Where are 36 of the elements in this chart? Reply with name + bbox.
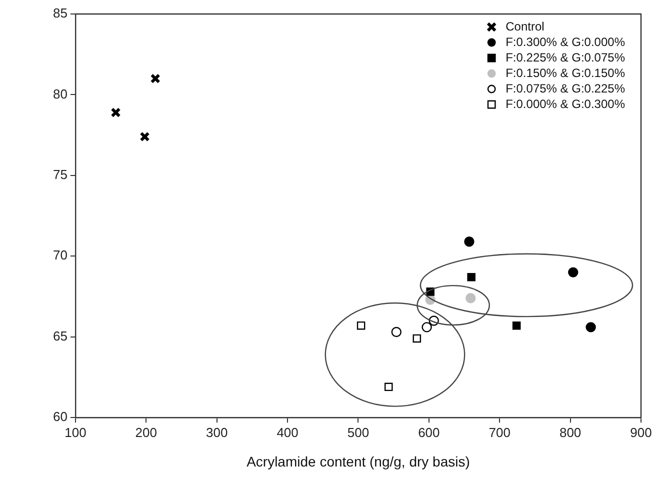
x-tick-label: 400 [276, 424, 298, 440]
x-tick-label: 600 [418, 424, 440, 440]
y-tick-label: 65 [52, 328, 68, 344]
point [466, 293, 476, 304]
point [467, 273, 476, 282]
y-tick-label: 60 [52, 409, 68, 424]
x-tick-label: 100 [64, 424, 86, 440]
point [464, 236, 474, 247]
x-tick-label: 800 [559, 424, 582, 440]
y-tick-label: 75 [52, 167, 68, 182]
x-tick-label: 500 [347, 424, 370, 440]
legend-label: Control [506, 19, 544, 34]
point [384, 382, 393, 392]
x-tick-label: 300 [206, 424, 228, 440]
point [356, 321, 366, 330]
point [568, 267, 578, 278]
legend-label: F:0.000% & G:0.300% [506, 96, 626, 111]
point [512, 321, 521, 330]
x-axis-title: Acrylamide content (ng/g, dry basis) [246, 453, 470, 470]
x-tick-label: 200 [135, 424, 158, 440]
legend-label: F:0.075% & G:0.225% [506, 81, 626, 96]
point [150, 74, 160, 84]
x-tick-label: 900 [630, 424, 652, 440]
point [422, 322, 432, 332]
y-tick-label: 85 [52, 6, 68, 21]
point [110, 107, 121, 118]
point [412, 334, 422, 343]
point [140, 132, 150, 142]
legend-label: F:0.300% & G:0.000% [506, 34, 626, 49]
legend-label: F:0.225% & G:0.075% [506, 50, 626, 64]
point [586, 322, 596, 332]
legend-label: F:0.150% & G:0.150% [506, 66, 626, 80]
point [391, 326, 402, 338]
x-tick-label: 700 [488, 424, 510, 440]
y-tick-label: 80 [52, 86, 68, 102]
y-tick-label: 70 [52, 248, 68, 263]
